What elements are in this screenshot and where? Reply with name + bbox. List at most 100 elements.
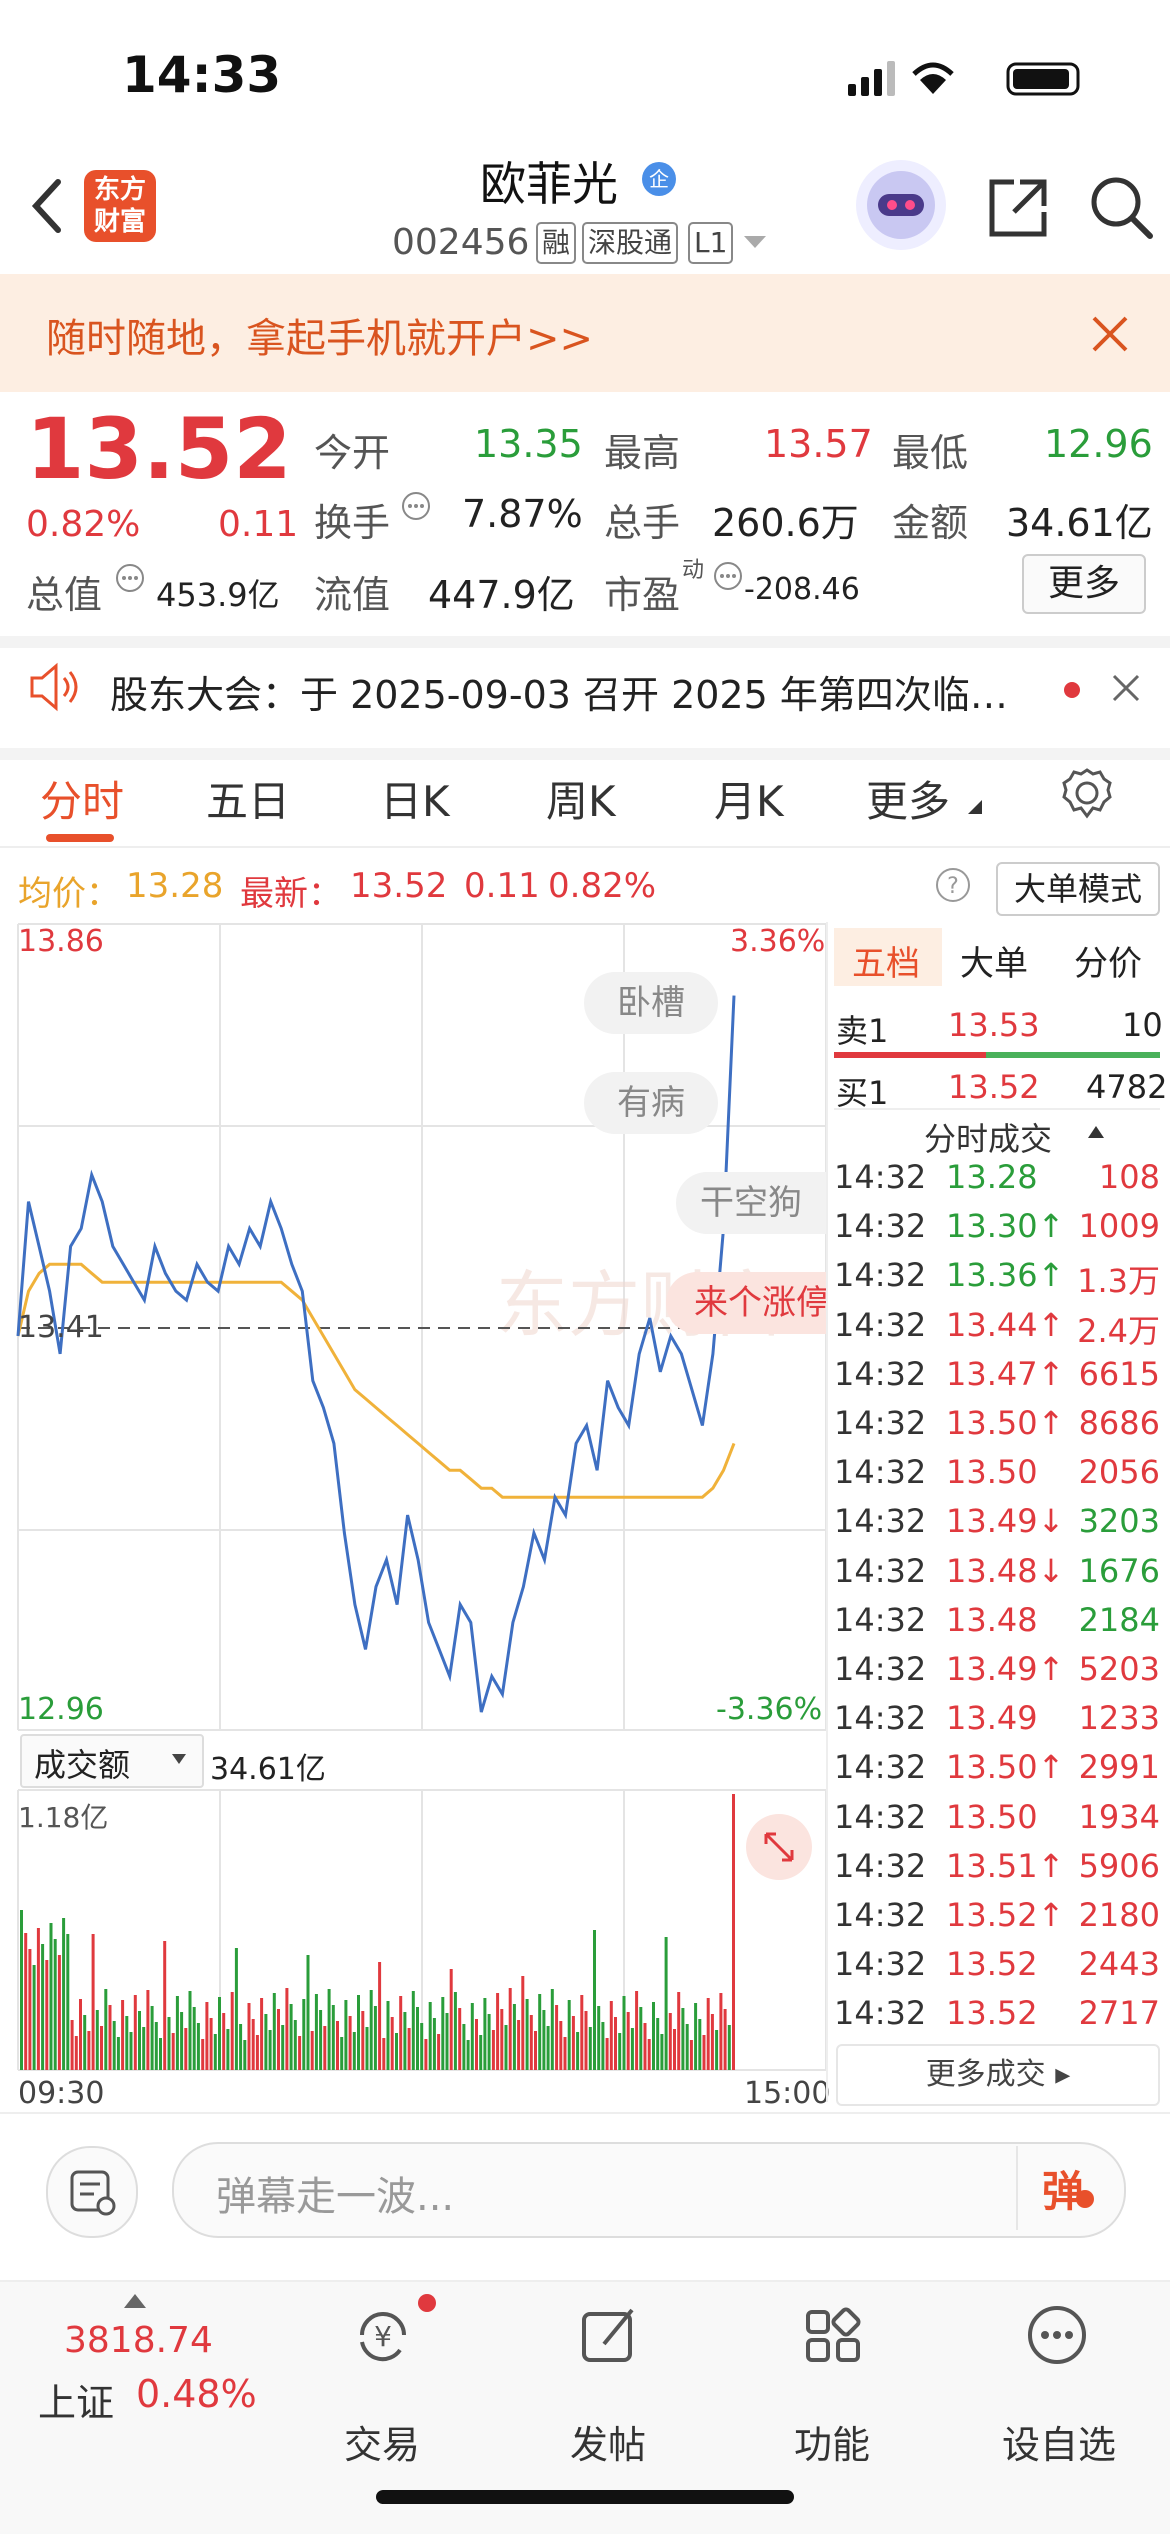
trade-row: 14:32 13.52 2717 <box>834 1994 1160 2043</box>
tab-price-dist[interactable]: 分价 <box>1074 944 1142 984</box>
trade-volume: 2184 <box>1078 1600 1160 1639</box>
more-trades-button[interactable]: 更多成交 ▸ <box>836 2044 1160 2106</box>
volume-bar <box>512 2004 516 2070</box>
volume-bar <box>310 2031 314 2070</box>
volume-dropdown[interactable] <box>20 1734 204 1788</box>
index-name[interactable]: 上证 <box>38 2381 115 2425</box>
volume-bar <box>20 1910 23 2070</box>
volume-bar <box>150 2006 154 2070</box>
tab-indicator <box>46 834 114 842</box>
trade-row: 14:32 13.44↑ 2.4万 <box>834 1306 1160 1355</box>
volume-bar <box>293 2020 297 2070</box>
volume-bar <box>133 1995 137 2070</box>
promo-banner[interactable] <box>0 274 1170 392</box>
volume-bar <box>32 1965 36 2070</box>
danmu-tag[interactable]: 来个涨停 <box>666 1272 826 1334</box>
functions-icon[interactable] <box>800 2302 866 2368</box>
danmu-send-button[interactable]: 弹 <box>1042 2167 1085 2216</box>
volume-bar <box>681 2008 685 2070</box>
post-icon[interactable] <box>576 2302 642 2368</box>
danmu-settings-button[interactable] <box>46 2146 138 2238</box>
close-icon[interactable] <box>1092 316 1128 352</box>
nav-trade[interactable]: 交易 <box>344 2423 421 2467</box>
gear-icon[interactable] <box>1060 766 1114 820</box>
volume-bar <box>445 2013 449 2070</box>
volume-bar <box>475 2019 478 2070</box>
index-value[interactable]: 3818.74 <box>64 2320 213 2361</box>
danmu-tag[interactable]: 有病 <box>584 1072 718 1134</box>
volume-bar <box>668 2013 672 2070</box>
nav-functions[interactable]: 功能 <box>794 2423 871 2467</box>
volume-bar <box>159 2038 162 2070</box>
info-icon[interactable] <box>712 560 744 592</box>
trade-price: 13.28 <box>946 1158 1038 1196</box>
trade-icon[interactable]: ¥ <box>350 2302 416 2368</box>
volume-bar <box>209 2018 213 2070</box>
volume-bar <box>698 2019 702 2070</box>
tab-five-day[interactable]: 五日 <box>206 777 291 826</box>
dropdown-icon[interactable] <box>968 800 982 814</box>
trade-time: 14:32 <box>834 1256 927 1295</box>
back-icon[interactable] <box>28 176 68 236</box>
tab-day-k[interactable]: 日K <box>380 777 450 826</box>
danmu-tag[interactable]: 干空狗 <box>676 1172 826 1234</box>
info-icon[interactable] <box>400 490 432 522</box>
tab-month-k[interactable]: 月K <box>714 777 784 826</box>
volume-bar <box>57 1955 61 2070</box>
trade-row: 14:32 13.28 108 <box>834 1158 1160 1207</box>
danmu-placeholder[interactable]: 弹幕走一波... <box>216 2174 455 2220</box>
volume-label[interactable]: 成交额 <box>34 1746 131 1784</box>
volume-bar <box>542 2010 546 2070</box>
nav-post[interactable]: 发帖 <box>570 2423 647 2467</box>
big-order-mode-button[interactable]: 大单模式 <box>996 862 1160 916</box>
tab-five-level-bg <box>834 928 942 986</box>
tab-intraday[interactable]: 分时 <box>40 777 125 826</box>
info-icon[interactable] <box>114 562 146 594</box>
volume-bar <box>357 1995 360 2070</box>
volume-bar <box>437 2034 441 2070</box>
tab-big-order[interactable]: 大单 <box>960 944 1028 984</box>
volume-bar <box>706 1998 710 2070</box>
promo-text[interactable]: 随时随地，拿起手机就开户>> <box>46 316 594 362</box>
tab-five-level[interactable]: 五档 <box>852 944 920 984</box>
divider <box>826 922 828 2102</box>
amount-value: 34.61亿 <box>1006 501 1153 545</box>
volume-bar <box>571 2016 575 2070</box>
tab-more[interactable]: 更多 <box>866 777 951 826</box>
search-icon[interactable] <box>1088 174 1154 240</box>
volume-bar <box>116 2037 120 2070</box>
buy-bar <box>986 1052 1160 1058</box>
index-pct[interactable]: 0.48% <box>136 2372 257 2416</box>
danmu-tag[interactable]: 卧槽 <box>584 972 718 1034</box>
expand-button[interactable] <box>746 1814 812 1880</box>
chevron-down-icon[interactable] <box>744 236 766 250</box>
help-icon[interactable]: ? <box>934 866 972 904</box>
volume-label: 总手 <box>604 501 681 545</box>
more-circle-icon[interactable] <box>1024 2302 1090 2368</box>
close-icon[interactable] <box>1112 674 1140 702</box>
volume-bar <box>534 2031 537 2070</box>
nav-watchlist[interactable]: 设自选 <box>1002 2423 1117 2467</box>
sort-up-icon[interactable] <box>1088 1126 1104 1138</box>
volume-bar <box>104 1989 108 2070</box>
volume-bar <box>382 2038 386 2070</box>
tab-week-k[interactable]: 周K <box>546 777 616 826</box>
chevron-down-icon[interactable] <box>172 1754 186 1764</box>
notice-bar[interactable] <box>0 636 1170 760</box>
trade-time: 14:32 <box>834 1404 927 1442</box>
volume-bar <box>247 2003 251 2070</box>
danmu-input[interactable] <box>172 2142 1126 2238</box>
volume-bar <box>453 1992 457 2070</box>
buy1-vol: 4782 <box>1086 1068 1168 1106</box>
volume-bar <box>180 2012 184 2070</box>
divider <box>0 2112 1170 2114</box>
more-button[interactable]: 更多 <box>1022 554 1146 614</box>
volume-bar <box>483 1998 487 2070</box>
volume-bar <box>289 2004 293 2070</box>
notice-text[interactable]: 股东大会：于 2025-09-03 召开 2025 年第四次临… <box>110 673 1008 717</box>
share-icon[interactable] <box>986 176 1050 240</box>
assistant-avatar[interactable] <box>856 160 946 250</box>
trade-volume: 8686 <box>1078 1404 1160 1442</box>
trade-time: 14:32 <box>834 1797 927 1836</box>
volume-bar <box>517 2020 521 2070</box>
